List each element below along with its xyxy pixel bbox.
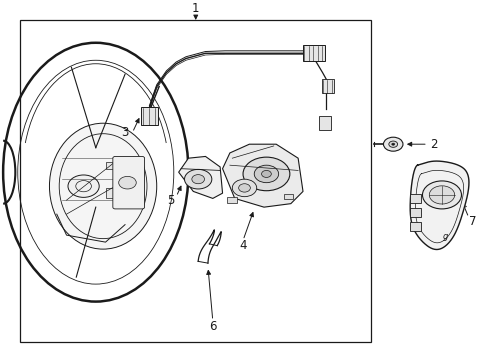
Bar (105, 188, 125, 198)
Text: 1: 1 (192, 2, 199, 15)
Bar (283, 194, 293, 199)
Polygon shape (178, 157, 222, 198)
Circle shape (261, 170, 271, 177)
Circle shape (383, 137, 402, 151)
Circle shape (232, 179, 256, 197)
Circle shape (422, 181, 461, 209)
Bar (227, 197, 237, 203)
Circle shape (243, 157, 289, 191)
Circle shape (238, 184, 250, 192)
Circle shape (388, 141, 397, 147)
Ellipse shape (49, 123, 157, 249)
Circle shape (184, 170, 211, 189)
Polygon shape (409, 161, 468, 249)
Bar (303, 45, 325, 61)
Text: 7: 7 (468, 215, 475, 228)
Bar (409, 208, 420, 217)
FancyBboxPatch shape (113, 157, 144, 209)
Bar (20, 20, 370, 342)
Text: 2: 2 (429, 138, 436, 151)
Circle shape (191, 175, 204, 184)
Bar (105, 162, 120, 169)
Text: 6: 6 (209, 320, 216, 333)
Bar (409, 222, 420, 231)
Text: 4: 4 (239, 239, 246, 252)
Circle shape (391, 143, 394, 145)
Text: 5: 5 (166, 194, 174, 207)
Bar (321, 80, 333, 94)
Text: 3: 3 (121, 126, 128, 139)
Bar (141, 108, 158, 125)
Circle shape (119, 176, 136, 189)
Circle shape (428, 186, 454, 204)
Polygon shape (222, 144, 303, 207)
Bar (409, 194, 420, 203)
Circle shape (254, 165, 278, 183)
Circle shape (68, 175, 99, 197)
Bar (319, 116, 330, 130)
Text: g: g (442, 233, 447, 242)
